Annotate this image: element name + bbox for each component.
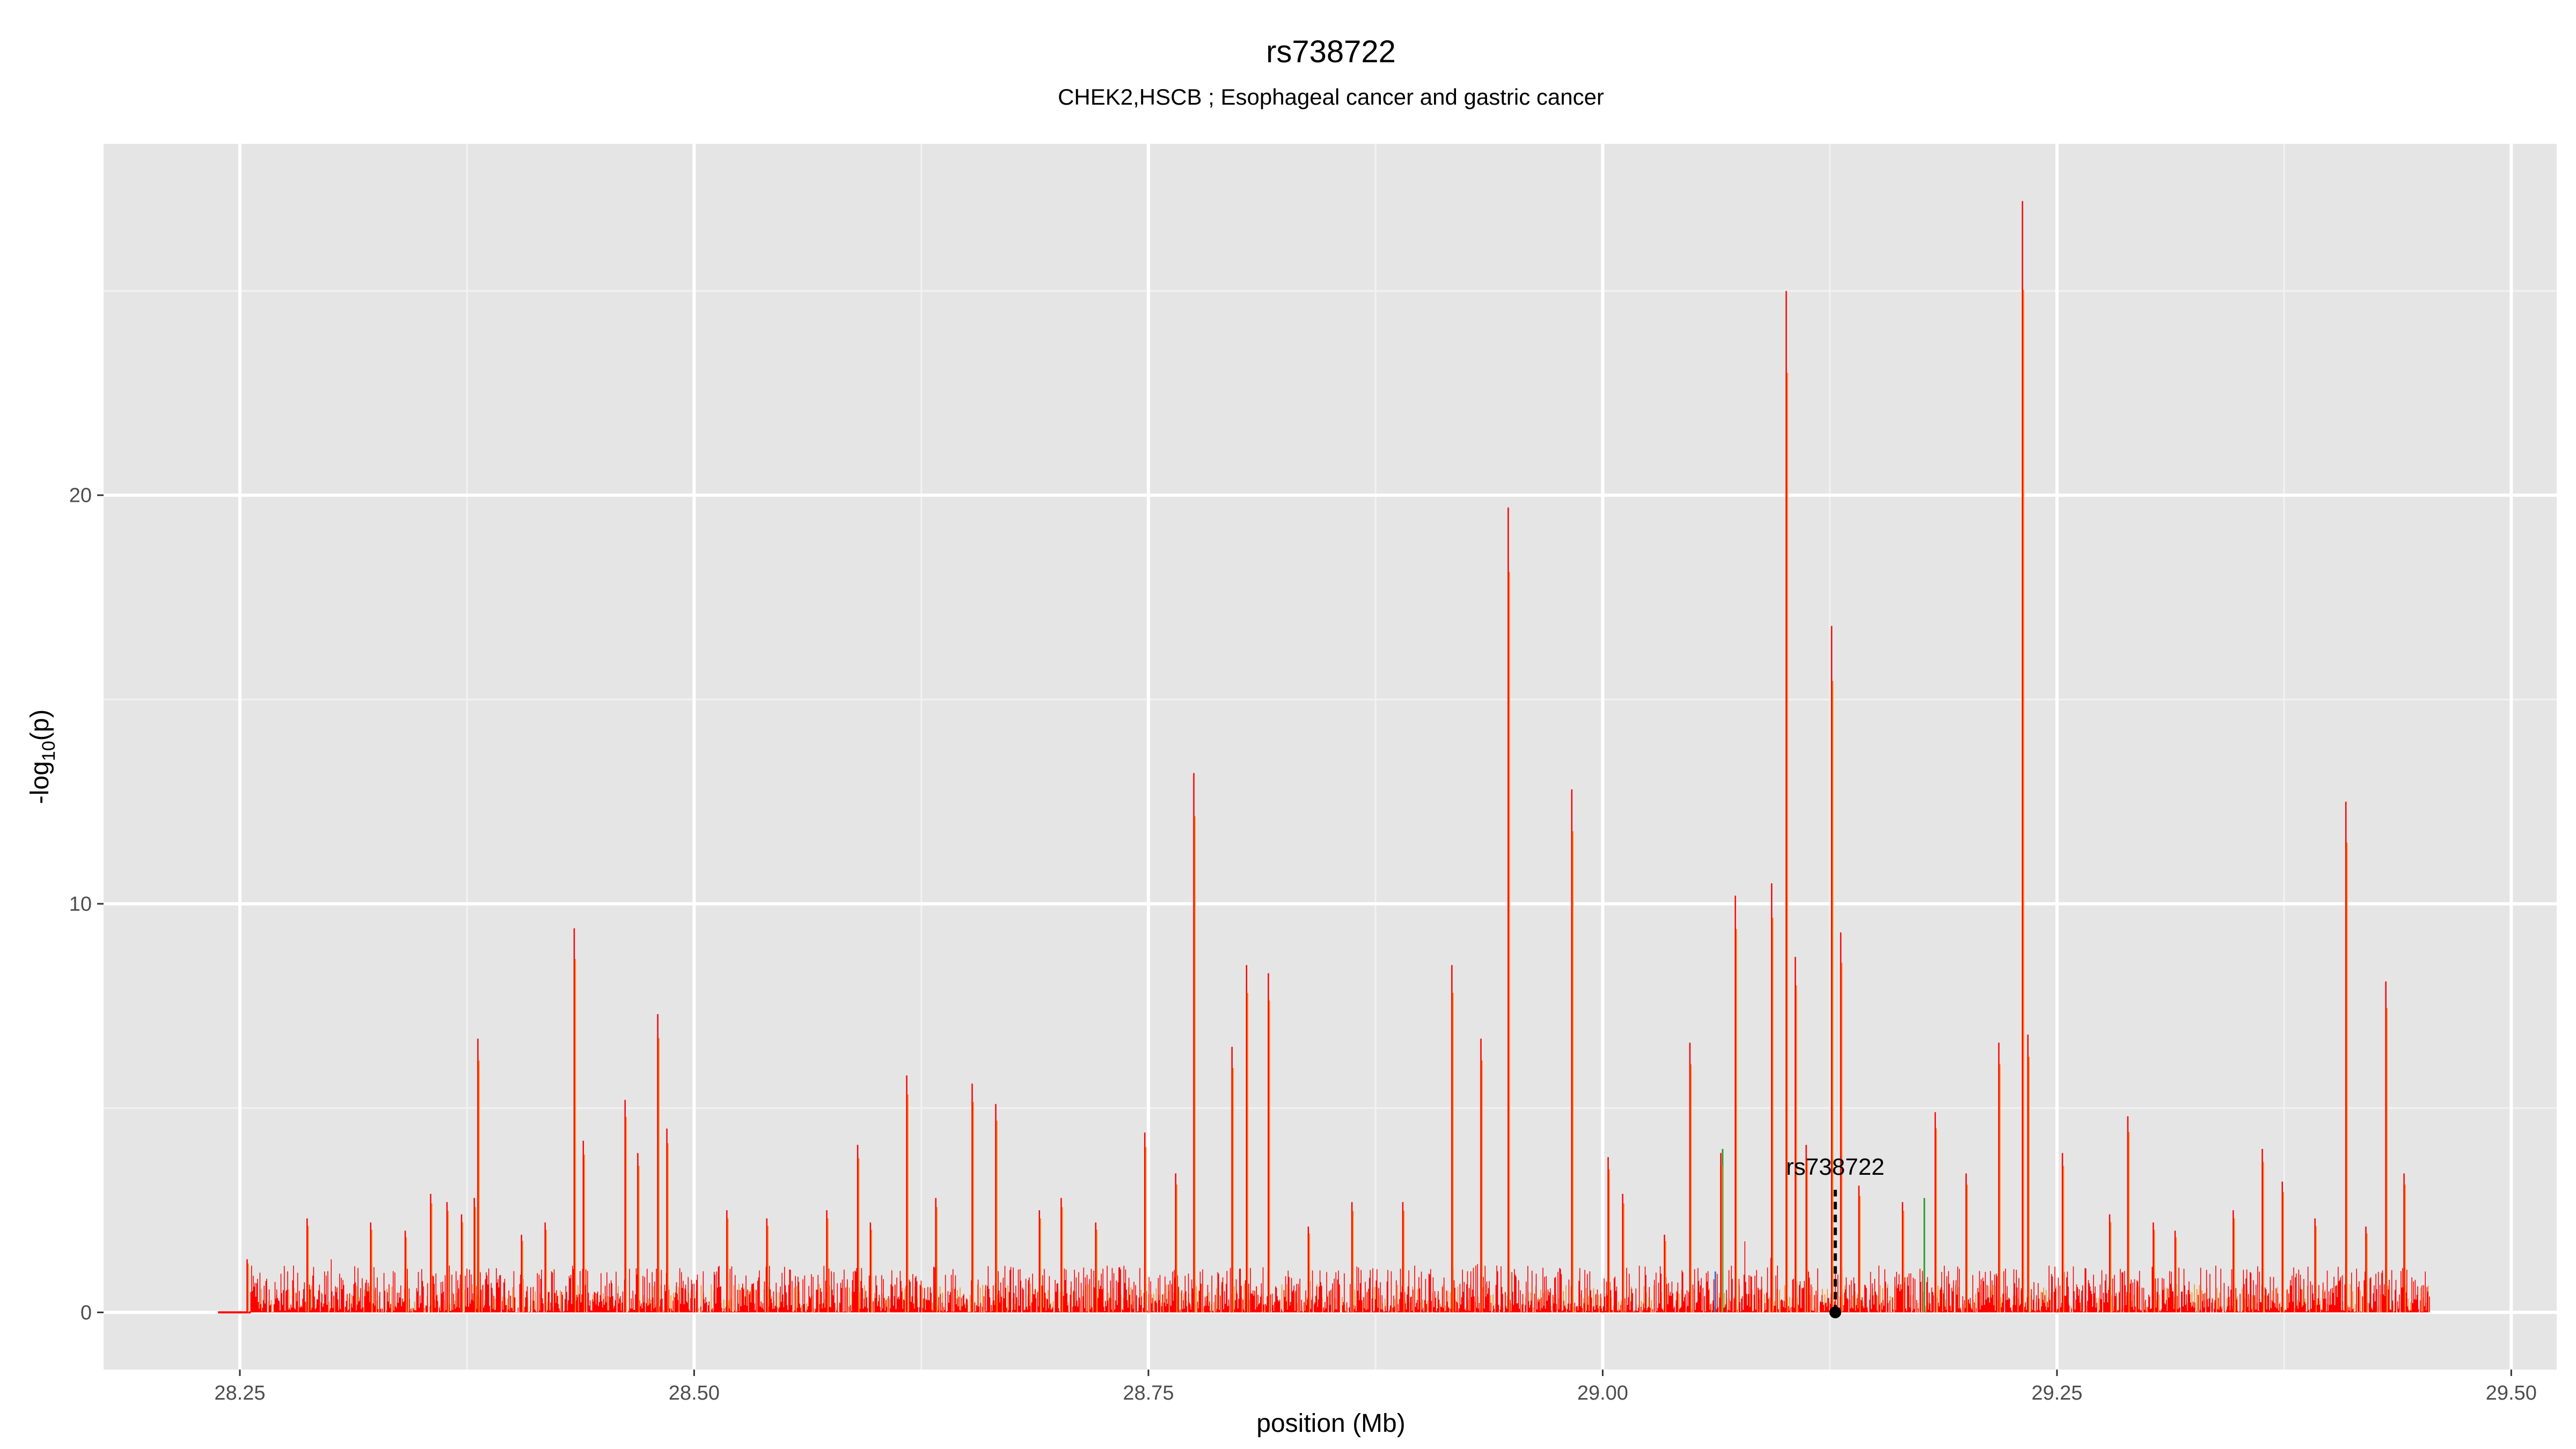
chart-subtitle: CHEK2,HSCB ; Esophageal cancer and gastr…: [1058, 84, 1604, 109]
x-axis-label: position (Mb): [1256, 1409, 1405, 1438]
signal-noise-primary: [250, 1241, 2430, 1313]
x-tick-label: 29.00: [1577, 1382, 1628, 1404]
snp-marker-point: [1829, 1306, 1841, 1319]
y-axis-label-suffix: (p): [26, 709, 54, 741]
x-tick-label: 29.50: [2486, 1382, 2537, 1404]
snp-annotation: rs738722: [1786, 1154, 1885, 1319]
y-axis-ticks: 0 10 20: [69, 485, 104, 1324]
y-axis-label-subscript: 10: [39, 741, 59, 761]
y-axis-label-prefix: -log: [26, 761, 54, 804]
y-tick-label: 0: [80, 1301, 92, 1324]
x-tick-label: 28.75: [1123, 1382, 1174, 1404]
y-tick-label: 10: [69, 893, 92, 916]
association-signal: [218, 201, 2430, 1314]
plot-panel: [104, 144, 2557, 1370]
y-tick-label: 20: [69, 485, 92, 507]
snp-annotation-label: rs738722: [1786, 1154, 1884, 1180]
x-axis-ticks: 28.25 28.50 28.75 29.00 29.25 29.50: [214, 1370, 2537, 1404]
chart-title: rs738722: [1266, 34, 1396, 69]
x-tick-label: 29.25: [2031, 1382, 2082, 1404]
x-tick-label: 28.50: [669, 1382, 720, 1404]
x-tick-label: 28.25: [214, 1382, 265, 1404]
y-axis-label: -log10(p): [26, 709, 59, 804]
minor-gridlines: [104, 144, 2557, 1370]
major-gridlines: [104, 144, 2557, 1370]
